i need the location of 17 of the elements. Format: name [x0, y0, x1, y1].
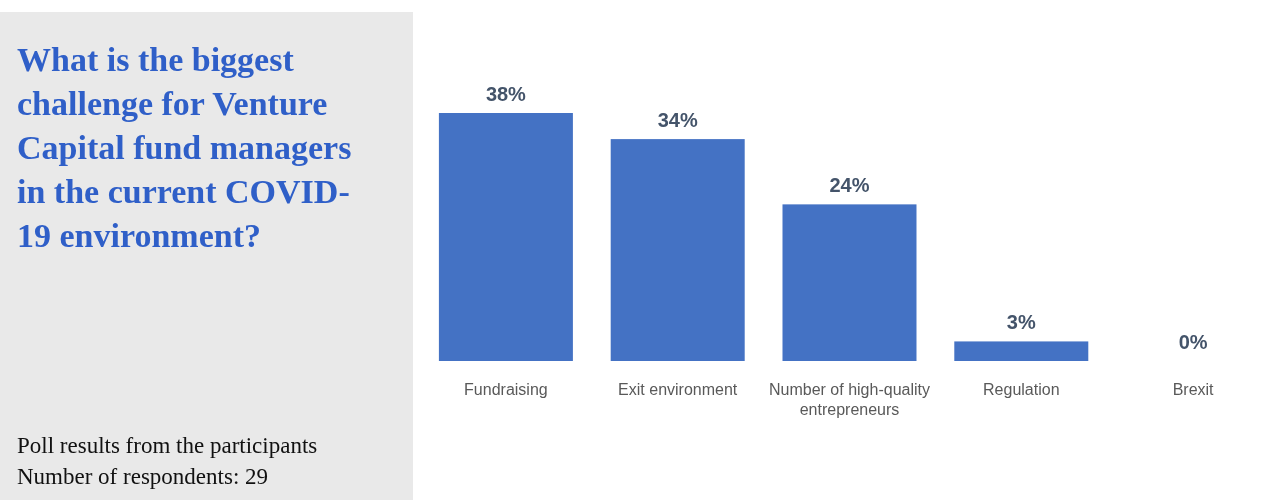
data-label: 3%	[1006, 311, 1036, 334]
x-tick-label: Exit environment	[618, 381, 738, 398]
data-label: 34%	[657, 109, 698, 132]
x-tick-label: Regulation	[983, 381, 1060, 398]
text: Number of respondents: 29	[17, 463, 270, 491]
x-tick-label: Brexit	[1172, 381, 1215, 398]
x-tick-label: Number of high-quality entrepreneurs	[769, 381, 930, 418]
x-tick-label: Fundraising	[464, 381, 548, 398]
text: Poll results from the participants	[17, 432, 318, 460]
data-label: 0%	[1178, 331, 1208, 353]
data-label: 24%	[829, 174, 870, 197]
bar	[782, 204, 917, 361]
bar	[610, 139, 745, 361]
text: What is the biggest challenge for Venture Capital fund managers in the current COVID-19 environment?	[17, 40, 353, 256]
data-label: 38%	[485, 83, 527, 105]
bar	[438, 113, 573, 361]
bar	[954, 341, 1089, 361]
